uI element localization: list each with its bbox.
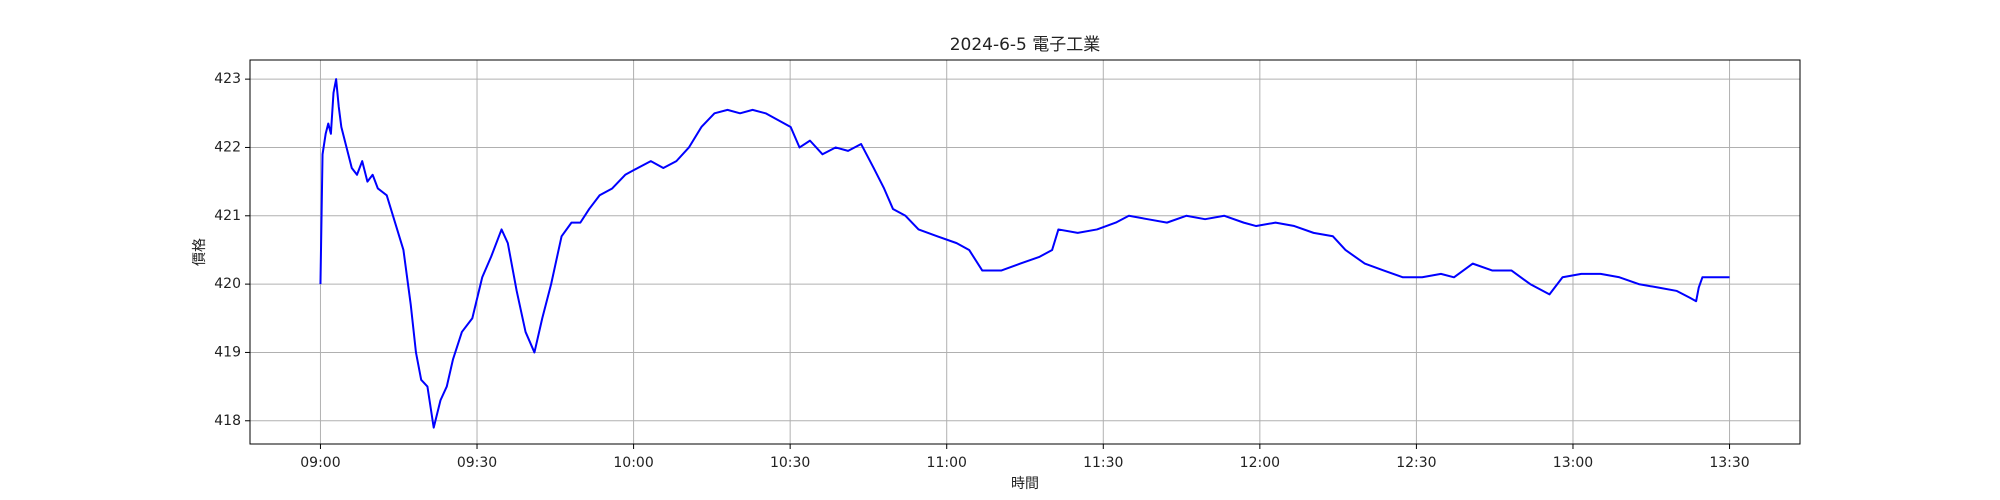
y-tick-label: 419 bbox=[214, 344, 241, 360]
x-axis-label: 時間 bbox=[1011, 476, 1039, 492]
price-line bbox=[319, 78, 1730, 429]
x-tick-label: 12:30 bbox=[1396, 455, 1436, 471]
y-tick-label: 420 bbox=[214, 276, 241, 292]
x-tick-label: 10:30 bbox=[770, 455, 810, 471]
plot-frame bbox=[249, 59, 1801, 445]
chart-title: 2024-6-5 電子工業 bbox=[950, 35, 1101, 55]
x-tick-label: 09:00 bbox=[300, 455, 340, 471]
x-tick-label: 10:00 bbox=[613, 455, 653, 471]
x-tick-label: 13:30 bbox=[1709, 455, 1749, 471]
x-tick-label: 12:00 bbox=[1240, 455, 1280, 471]
x-tick-label: 09:30 bbox=[457, 455, 497, 471]
y-axis-label: 價格 bbox=[191, 238, 208, 266]
y-tick-label: 423 bbox=[214, 71, 241, 87]
x-tick-label: 11:30 bbox=[1083, 455, 1123, 471]
x-tick-label: 13:00 bbox=[1553, 455, 1593, 471]
y-tick-label: 421 bbox=[214, 208, 241, 224]
x-tick-label: 11:00 bbox=[927, 455, 967, 471]
y-tick-label: 418 bbox=[214, 413, 241, 429]
y-tick-label: 422 bbox=[214, 139, 241, 155]
